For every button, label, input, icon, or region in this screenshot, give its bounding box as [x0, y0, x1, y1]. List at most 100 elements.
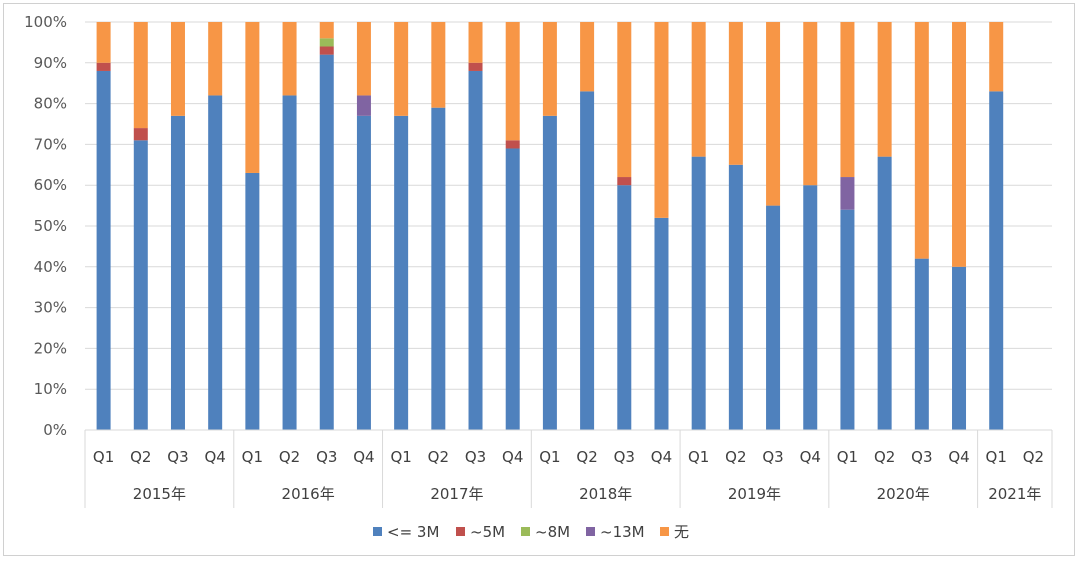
bar-segment — [96, 70, 111, 431]
y-tick-label: 50% — [34, 217, 67, 235]
y-tick-label: 70% — [34, 135, 67, 153]
bar-segment — [208, 95, 223, 430]
quarter-label: Q3 — [316, 448, 337, 466]
bar-segment — [914, 22, 929, 259]
bar-segment — [505, 22, 520, 141]
bar-segment — [356, 115, 371, 430]
bar-segment — [542, 22, 557, 116]
quarter-label: Q2 — [130, 448, 151, 466]
bar-segment — [319, 22, 334, 39]
bar-segment — [989, 22, 1004, 92]
quarter-label: Q3 — [167, 448, 188, 466]
x-axis: Q1 Q2 Q3 Q4 Q1 Q2 Q3 Q4 Q1 Q2 Q3 Q4 Q1 Q2 Q3 Q4 Q1 Q2 Q3 Q4… — [84, 429, 1053, 508]
bar-segment — [431, 22, 446, 108]
quarter-label: Q4 — [204, 448, 225, 466]
bar-segment — [989, 91, 1004, 431]
bar-segment — [691, 156, 706, 430]
bar-segment — [394, 115, 409, 430]
quarter-label: Q4 — [948, 448, 969, 466]
legend-label: ~13M — [600, 523, 645, 541]
bar-segment — [803, 22, 818, 186]
bar-segment — [319, 38, 334, 47]
quarter-label: Q2 — [725, 448, 746, 466]
quarter-label: Q1 — [539, 448, 560, 466]
bar-segment — [580, 22, 595, 92]
quarter-label: Q4 — [353, 448, 374, 466]
legend-label: <= 3M — [387, 523, 439, 541]
bar-segment — [877, 156, 892, 430]
quarter-label: Q1 — [986, 448, 1007, 466]
bar-segment — [728, 164, 743, 431]
y-tick-label: 90% — [34, 54, 67, 72]
bar-segment — [96, 62, 111, 71]
bar-segment — [468, 22, 483, 63]
bar-segment — [431, 107, 446, 431]
legend-swatch — [373, 527, 382, 536]
bar-segment — [691, 22, 706, 157]
year-label: 2015年 — [133, 485, 186, 503]
bar-segment — [170, 22, 185, 116]
y-tick-label: 30% — [34, 299, 67, 317]
bar-segment — [245, 22, 260, 173]
y-tick-label: 80% — [34, 95, 67, 113]
y-tick-label: 40% — [34, 258, 67, 276]
quarter-label: Q3 — [614, 448, 635, 466]
bar-segment — [617, 177, 632, 186]
bar-segment — [468, 62, 483, 71]
bar-segment — [394, 22, 409, 116]
bar-segment — [617, 185, 632, 430]
year-label: 2019年 — [728, 485, 781, 503]
quarter-label: Q4 — [800, 448, 821, 466]
y-tick-label: 10% — [34, 380, 67, 398]
bar-segment — [356, 95, 371, 116]
bar-segment — [654, 217, 669, 430]
legend: <= 3M ~5M ~8M ~13M 无 — [373, 523, 689, 541]
legend-swatch — [521, 527, 530, 536]
bar-segment — [542, 115, 557, 430]
bar-segment — [617, 22, 632, 178]
quarter-label: Q1 — [837, 448, 858, 466]
bars — [96, 22, 1004, 431]
quarter-label: Q1 — [688, 448, 709, 466]
legend-swatch — [586, 527, 595, 536]
bar-segment — [654, 22, 669, 218]
bar-segment — [580, 91, 595, 431]
bar-segment — [319, 46, 334, 55]
bar-segment — [96, 22, 111, 63]
quarter-label: Q3 — [465, 448, 486, 466]
bar-segment — [133, 22, 148, 129]
bar-segment — [952, 266, 967, 430]
bar-segment — [319, 54, 334, 430]
bar-segment — [356, 22, 371, 96]
quarter-label: Q1 — [242, 448, 263, 466]
bar-segment — [505, 148, 520, 431]
legend-swatch — [660, 527, 669, 536]
y-tick-label: 100% — [24, 13, 67, 31]
legend-swatch — [456, 527, 465, 536]
bar-segment — [840, 209, 855, 430]
y-tick-label: 60% — [34, 176, 67, 194]
bar-segment — [766, 22, 781, 206]
bar-segment — [840, 22, 855, 178]
bar-segment — [133, 128, 148, 141]
year-label: 2016年 — [282, 485, 335, 503]
bar-segment — [840, 177, 855, 210]
bar-segment — [133, 140, 148, 430]
y-tick-label: 20% — [34, 339, 67, 357]
quarter-label: Q4 — [502, 448, 523, 466]
year-label: 2020年 — [877, 485, 930, 503]
year-label: 2017年 — [430, 485, 483, 503]
quarter-label: Q2 — [576, 448, 597, 466]
year-label: 2018年 — [579, 485, 632, 503]
bar-segment — [468, 70, 483, 431]
legend-label: ~8M — [535, 523, 570, 541]
gridlines — [85, 21, 1052, 431]
bar-segment — [877, 22, 892, 157]
bar-segment — [505, 140, 520, 149]
bar-segment — [914, 258, 929, 430]
bar-segment — [170, 115, 185, 430]
bar-segment — [245, 172, 260, 430]
bar-segment — [728, 22, 743, 165]
bar-segment — [282, 95, 297, 430]
